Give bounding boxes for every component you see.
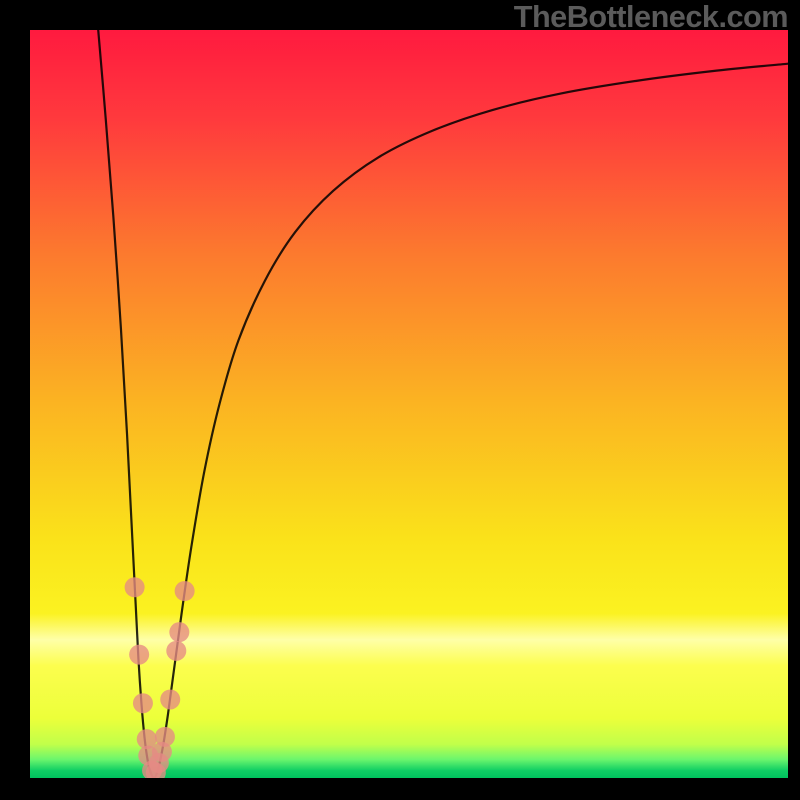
data-marker — [160, 689, 180, 709]
frame-left — [0, 0, 30, 800]
data-marker — [166, 641, 186, 661]
frame-right — [788, 0, 800, 800]
frame-bottom — [0, 778, 800, 800]
data-marker — [155, 727, 175, 747]
data-marker — [133, 693, 153, 713]
data-marker — [175, 581, 195, 601]
data-marker — [125, 577, 145, 597]
watermark-text: TheBottleneck.com — [514, 0, 788, 35]
chart-svg — [30, 30, 788, 778]
plot-area — [30, 30, 788, 778]
data-marker — [129, 645, 149, 665]
data-marker — [169, 622, 189, 642]
